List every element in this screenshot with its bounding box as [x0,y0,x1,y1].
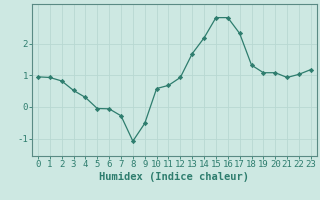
X-axis label: Humidex (Indice chaleur): Humidex (Indice chaleur) [100,172,249,182]
